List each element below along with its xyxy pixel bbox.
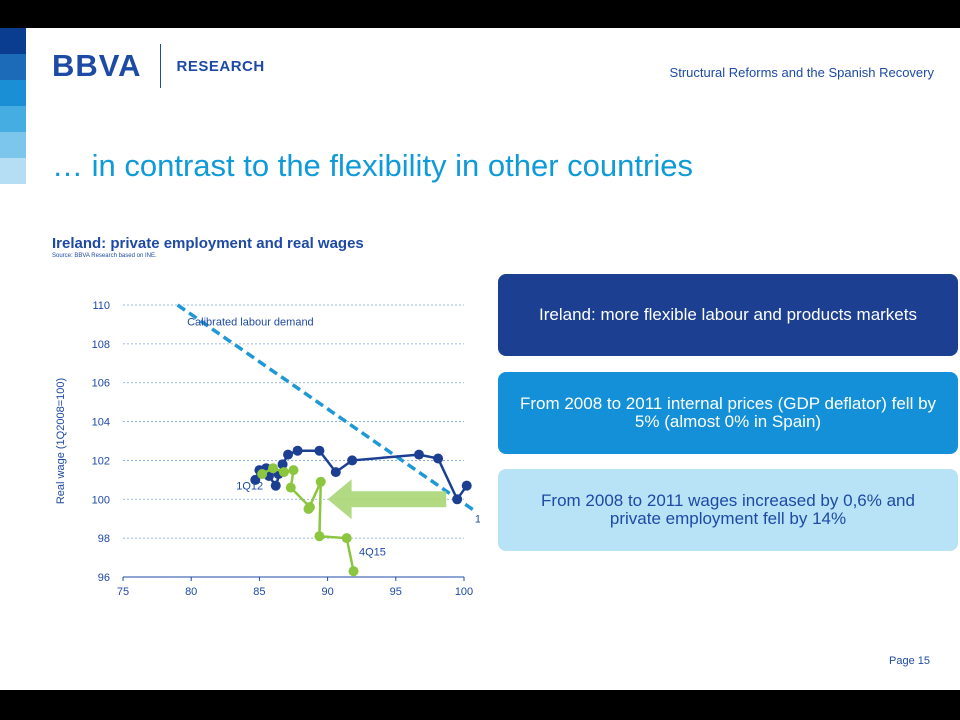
accent-strip-4 (0, 106, 26, 132)
presentation-title: Structural Reforms and the Spanish Recov… (669, 65, 934, 80)
accent-strip-1 (0, 28, 26, 54)
logo-text: BBVA (52, 48, 142, 83)
x-tick-label: 85 (253, 586, 265, 598)
x-tick-label: 90 (321, 586, 333, 598)
data-point (452, 494, 463, 505)
chart-source: Source: BBVA Research based on INE. (52, 253, 157, 259)
data-point (348, 566, 359, 577)
y-axis-label: Real wage (1Q2008=100) (55, 378, 67, 504)
data-point (257, 469, 268, 480)
y-tick-label: 108 (92, 339, 110, 351)
data-point (292, 445, 303, 456)
data-point (315, 476, 326, 487)
point-annotation: 1Q08 (475, 514, 480, 526)
arrow-shape (327, 479, 447, 520)
data-point (288, 465, 299, 476)
accent-strip-3 (0, 80, 26, 106)
logo-subtitle: RESEARCH (176, 57, 265, 75)
logo: BBVA RESEARCH (52, 44, 265, 88)
slide-title: … in contrast to the flexibility in othe… (52, 148, 693, 183)
data-point (277, 459, 288, 470)
accent-strip-5 (0, 132, 26, 158)
data-point (283, 449, 294, 460)
data-point (330, 467, 341, 478)
scatter-chart: 96981001021041061081107580859095100Emplo… (55, 300, 480, 598)
data-point (285, 482, 296, 493)
accent-strip-2 (0, 54, 26, 80)
point-annotation: 4Q15 (359, 547, 386, 559)
data-point (341, 533, 352, 544)
x-tick-label: 100 (455, 586, 473, 598)
info-box-prices: From 2008 to 2011 internal prices (GDP d… (498, 372, 958, 454)
info-box-wages: From 2008 to 2011 wages increased by 0,6… (498, 469, 958, 551)
x-tick-label: 80 (185, 586, 197, 598)
y-tick-label: 106 (92, 378, 110, 390)
data-point (270, 480, 281, 491)
x-tick-label: 95 (390, 586, 402, 598)
y-tick-label: 110 (92, 300, 110, 312)
data-point (413, 449, 424, 460)
page-number: Page 15 (889, 655, 930, 667)
demand-line (176, 303, 476, 513)
y-tick-label: 96 (98, 572, 110, 584)
x-tick-label: 75 (117, 586, 129, 598)
slide: BBVA RESEARCH Structural Reforms and the… (0, 28, 960, 690)
y-tick-label: 98 (98, 533, 110, 545)
y-tick-label: 100 (92, 494, 110, 506)
y-tick-label: 102 (92, 455, 110, 467)
data-point (461, 480, 472, 491)
data-point (278, 467, 289, 478)
logo-divider (159, 44, 161, 88)
data-point (347, 455, 358, 466)
data-point (250, 474, 261, 485)
demand-line-label: Calibrated labour demand (187, 316, 314, 328)
data-point (314, 445, 325, 456)
data-point (433, 453, 444, 464)
data-point (268, 463, 279, 474)
data-point (314, 531, 325, 542)
data-point (303, 504, 314, 514)
point-annotation: 1Q12 (236, 481, 263, 493)
info-box-flexible-markets: Ireland: more flexible labour and produc… (498, 274, 958, 356)
accent-strip-6 (0, 158, 26, 184)
y-tick-label: 104 (92, 417, 110, 429)
chart-title: Ireland: private employment and real wag… (52, 235, 364, 252)
